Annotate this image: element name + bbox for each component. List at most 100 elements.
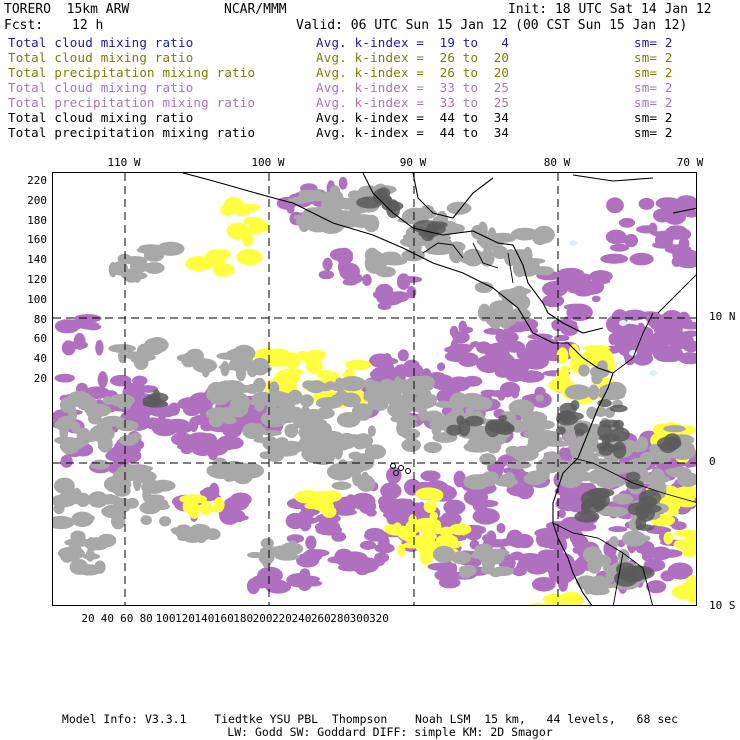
- grid-y-label: 100: [27, 292, 47, 306]
- cloud-core-region: [446, 414, 515, 438]
- field-smoothing: sm= 2: [634, 110, 673, 125]
- country-borders: [422, 242, 514, 284]
- cloud-purple-region: [246, 566, 323, 595]
- grid-x-label: 120: [175, 612, 195, 625]
- cloud-grey-region: [176, 344, 272, 382]
- grid-x-label: 240: [291, 612, 312, 625]
- cloud-grey-region: [108, 337, 169, 370]
- field-kindex: Avg. k-index = 26 to 20: [316, 65, 510, 80]
- field-name: Total cloud mixing ratio: [8, 80, 194, 95]
- grid-y-label: 120: [27, 273, 47, 286]
- grid-x-label: 260: [310, 612, 331, 625]
- cloud-grey-region: [364, 375, 438, 409]
- caribbean-islands: [572, 174, 696, 214]
- grid-x-label: 160: [213, 612, 234, 625]
- model-info-line: Model Info: V3.3.1 Tiedtke YSU PBL Thomp…: [61, 712, 679, 726]
- grid-y-label: 20: [33, 372, 47, 385]
- grid-x-label: 80: [139, 612, 153, 625]
- field-kindex: Avg. k-index = 33 to 25: [316, 95, 510, 110]
- cloud-grey-region: [247, 538, 304, 568]
- grid-x-label: 60: [120, 612, 134, 625]
- valid-time: Valid: 06 UTC Sun 15 Jan 12 (00 CST Sun …: [296, 18, 688, 33]
- pacific-coastline: [182, 173, 614, 374]
- cloud-core-region: [142, 389, 169, 408]
- grid-y-label: 60: [33, 332, 47, 346]
- field-name: Total cloud mixing ratio: [8, 50, 194, 65]
- precip-yellow-region: [671, 575, 696, 603]
- field-smoothing: sm= 2: [634, 50, 673, 65]
- south-america-coastline: [552, 372, 614, 605]
- cloud-purple-region: [373, 273, 423, 311]
- cloud-grey-region: [326, 453, 376, 492]
- field-smoothing: sm= 2: [634, 125, 673, 140]
- forecast-hour: 12 h: [72, 18, 104, 33]
- field-name: Total cloud mixing ratio: [8, 110, 194, 125]
- caribbean-coastline: [362, 173, 604, 334]
- grid-y-label: 220: [27, 174, 47, 187]
- cloud-grey-region: [57, 530, 117, 576]
- organization-label: NCAR/MMM: [224, 2, 287, 17]
- cloud-purple-region: [54, 314, 104, 356]
- longitude-label: 110 W: [107, 156, 141, 169]
- map-canvas: [53, 173, 696, 605]
- cloud-grey-region: [509, 225, 555, 278]
- cloud-core-region: [614, 562, 655, 587]
- cloud-grey-region: [170, 523, 221, 544]
- forecast-label: Fcst:: [4, 18, 44, 33]
- south-america-borders: [552, 274, 696, 605]
- map-panel: [52, 172, 697, 606]
- cloud-grey-region: [54, 390, 142, 455]
- cloud-purple-region: [600, 195, 696, 269]
- latitude-label: 10 N: [709, 310, 736, 323]
- grid-x-label: 180: [233, 612, 254, 625]
- longitude-label: 100 W: [251, 156, 285, 169]
- cloud-grey-region: [242, 421, 386, 465]
- grid-x-label: 280: [330, 612, 351, 625]
- yucatan-coastline: [412, 173, 494, 219]
- cloud-purple-region: [536, 267, 613, 321]
- precip-yellow-region: [663, 529, 696, 558]
- field-name: Total cloud mixing ratio: [8, 35, 194, 50]
- model-title: TORERO 15km ARW: [4, 2, 130, 17]
- model-physics-line: LW: Godd SW: Goddard DIFF: simple KM: 2D…: [227, 725, 553, 739]
- grid-y-label: 80: [33, 312, 47, 326]
- field-smoothing: sm= 2: [634, 95, 673, 110]
- grid-x-label: 100: [155, 612, 176, 625]
- longitude-label: 90 W: [399, 156, 427, 169]
- cloud-core-region: [574, 487, 615, 523]
- field-kindex: Avg. k-index = 44 to 34: [316, 110, 510, 125]
- grid-y-label: 140: [27, 253, 47, 267]
- cloud-purple-region: [318, 247, 372, 286]
- grid-y-label: 200: [27, 193, 47, 207]
- field-name: Total precipitation mixing ratio: [8, 65, 256, 80]
- longitude-label: 80 W: [543, 156, 571, 169]
- cloud-core-region: [412, 220, 448, 242]
- galapagos-island: [398, 465, 404, 471]
- latitude-label: 0: [709, 455, 716, 468]
- cloud-core-region: [656, 433, 682, 453]
- grid-y-label: 160: [27, 233, 47, 247]
- latitude-label: 10 S: [709, 599, 736, 612]
- cloud-grey-region: [364, 247, 408, 278]
- light-blue-speck: [619, 320, 627, 326]
- precip-yellow-region: [185, 249, 235, 277]
- grid-x-label: 320: [369, 612, 389, 625]
- grid-y-label: 180: [27, 213, 47, 227]
- cloud-grey-region: [432, 543, 514, 579]
- cloud-core-region: [596, 399, 630, 459]
- field-kindex: Avg. k-index = 19 to 4: [316, 35, 510, 50]
- galapagos-island: [393, 470, 399, 476]
- galapagos-island: [390, 463, 396, 469]
- cloud-core-region: [555, 400, 589, 437]
- field-smoothing: sm= 2: [634, 80, 673, 95]
- grid-y-label: 40: [33, 352, 47, 366]
- grid-x-label: 40: [100, 612, 115, 625]
- precip-yellow-region: [179, 494, 225, 519]
- field-smoothing: sm= 2: [634, 65, 673, 80]
- cloud-purple-region: [427, 517, 591, 589]
- light-blue-speck: [569, 240, 577, 246]
- cloud-grey-region: [108, 241, 185, 283]
- precip-yellow-region: [529, 591, 584, 605]
- cloud-grey-region: [53, 459, 176, 530]
- grid-x-label: 220: [272, 612, 292, 625]
